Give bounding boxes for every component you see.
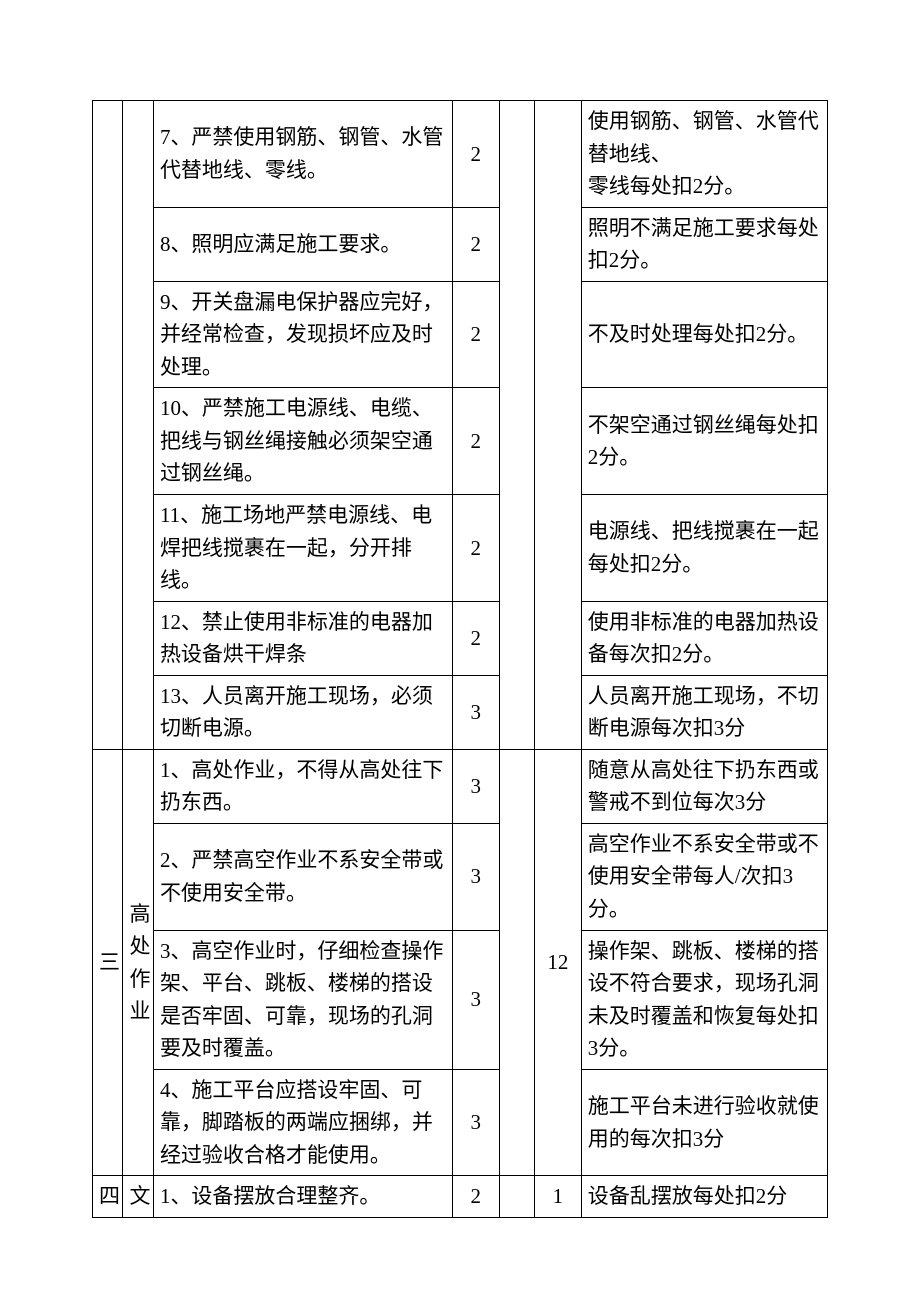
assessment-table: 7、严禁使用钢筋、钢管、水管代替地线、零线。2使用钢筋、钢管、水管代替地线、零线… [92,100,828,1218]
table-row: 11、施工场地严禁电源线、电焊把线搅裹在一起，分开排线。2 电源线、把线搅裹在一起… [93,495,828,602]
item-text: 7、严禁使用钢筋、钢管、水管代替地线、零线。 [153,101,452,208]
item-text: 1、设备摆放合理整齐。 [153,1176,452,1218]
item-score: 3 [452,930,499,1069]
table-row: 10、严禁施工电源线、电缆、把线与钢丝绳接触必须架空通过钢丝绳。2 不架空通过钢丝… [93,388,828,495]
item-score: 2 [452,281,499,388]
blank-cell [499,101,534,750]
table-row: 四文1、设备摆放合理整齐。21设备乱摆放每处扣2分 [93,1176,828,1218]
table-row: 8、照明应满足施工要求。2 照明不满足施工要求每处扣2分。 [93,207,828,281]
section-index: 四 [93,1176,123,1218]
section-total [534,101,581,750]
item-text: 11、施工场地严禁电源线、电焊把线搅裹在一起，分开排线。 [153,495,452,602]
item-score: 2 [452,495,499,602]
criteria-text: 随意从高处往下扔东西或警戒不到位每次3分 [581,749,827,823]
item-score: 3 [452,675,499,749]
table-body: 7、严禁使用钢筋、钢管、水管代替地线、零线。2使用钢筋、钢管、水管代替地线、零线… [93,101,828,1218]
criteria-text: 电源线、把线搅裹在一起每处扣2分。 [581,495,827,602]
criteria-text: 使用非标准的电器加热设备每次扣2分。 [581,601,827,675]
criteria-text: 照明不满足施工要求每处扣2分。 [581,207,827,281]
section-total: 12 [534,749,581,1176]
item-score: 2 [452,601,499,675]
section-index: 三 [93,749,123,1176]
criteria-text: 不架空通过钢丝绳每处扣2分。 [581,388,827,495]
section-category: 文 [123,1176,153,1218]
table-row: 12、禁止使用非标准的电器加热设备烘干焊条2 使用非标准的电器加热设备每次扣2分。 [93,601,828,675]
item-score: 3 [452,749,499,823]
document-page: 7、严禁使用钢筋、钢管、水管代替地线、零线。2使用钢筋、钢管、水管代替地线、零线… [0,0,920,1218]
section-category: 高处作业 [123,749,153,1176]
criteria-text: 操作架、跳板、楼梯的搭设不符合要求，现场孔洞未及时覆盖和恢复每处扣3分。 [581,930,827,1069]
table-row: 4、施工平台应搭设牢固、可靠，脚踏板的两端应捆绑，并经过验收合格才能使用。3 施工… [93,1069,828,1176]
item-text: 12、禁止使用非标准的电器加热设备烘干焊条 [153,601,452,675]
table-row: 13、人员离开施工现场，必须切断电源。3 人员离开施工现场，不切断电源每次扣3分 [93,675,828,749]
item-score: 2 [452,1176,499,1218]
item-score: 2 [452,101,499,208]
section-index [93,101,123,750]
item-text: 2、严禁高空作业不系安全带或不使用安全带。 [153,823,452,930]
table-row: 2、严禁高空作业不系安全带或不使用安全带。3 高空作业不系安全带或不使用安全带每人… [93,823,828,930]
table-row: 三高处作业1、高处作业，不得从高处往下扔东西。312随意从高处往下扔东西或警戒不… [93,749,828,823]
section-total: 1 [534,1176,581,1218]
criteria-text: 设备乱摆放每处扣2分 [581,1176,827,1218]
item-score: 2 [452,207,499,281]
item-text: 10、严禁施工电源线、电缆、把线与钢丝绳接触必须架空通过钢丝绳。 [153,388,452,495]
blank-cell [499,749,534,1176]
criteria-text: 不及时处理每处扣2分。 [581,281,827,388]
item-text: 8、照明应满足施工要求。 [153,207,452,281]
item-score: 2 [452,388,499,495]
criteria-text: 使用钢筋、钢管、水管代替地线、零线每处扣2分。 [581,101,827,208]
item-score: 3 [452,823,499,930]
blank-cell [499,1176,534,1218]
section-category [123,101,153,750]
criteria-text: 施工平台未进行验收就使用的每次扣3分 [581,1069,827,1176]
item-score: 3 [452,1069,499,1176]
table-row: 3、高空作业时，仔细检查操作架、平台、跳板、楼梯的搭设是否牢固、可靠，现场的孔洞… [93,930,828,1069]
item-text: 9、开关盘漏电保护器应完好，并经常检查，发现损坏应及时处理。 [153,281,452,388]
item-text: 4、施工平台应搭设牢固、可靠，脚踏板的两端应捆绑，并经过验收合格才能使用。 [153,1069,452,1176]
criteria-text: 高空作业不系安全带或不使用安全带每人/次扣3分。 [581,823,827,930]
criteria-text: 人员离开施工现场，不切断电源每次扣3分 [581,675,827,749]
table-row: 9、开关盘漏电保护器应完好，并经常检查，发现损坏应及时处理。2 不及时处理每处扣2… [93,281,828,388]
item-text: 13、人员离开施工现场，必须切断电源。 [153,675,452,749]
table-row: 7、严禁使用钢筋、钢管、水管代替地线、零线。2 使用钢筋、钢管、水管代替地线、零线… [93,101,828,208]
item-text: 1、高处作业，不得从高处往下扔东西。 [153,749,452,823]
item-text: 3、高空作业时，仔细检查操作架、平台、跳板、楼梯的搭设是否牢固、可靠，现场的孔洞… [153,930,452,1069]
